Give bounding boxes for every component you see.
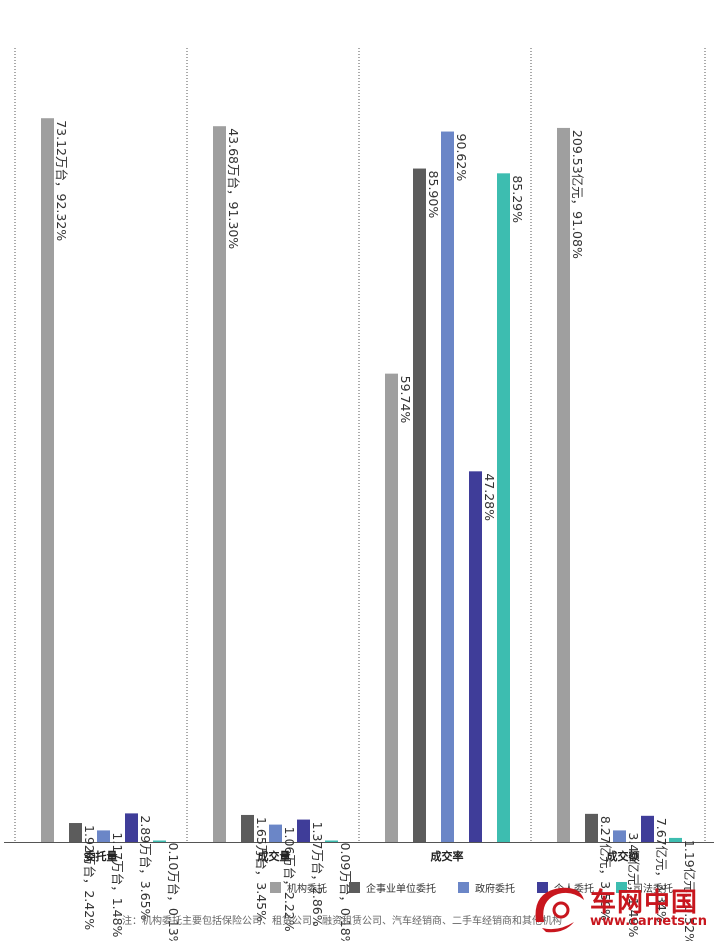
legend-item: 机构委托 (270, 880, 327, 895)
bar-2-3 (469, 471, 482, 842)
data-label-0-4: 0.10万台，0.13% (166, 843, 181, 941)
bar-0-4 (153, 840, 166, 842)
data-label-3-4: 1.19亿元，0.52% (682, 840, 697, 941)
bar-1-3 (297, 819, 310, 842)
carnets-logo-icon (535, 887, 584, 933)
category-label-1: 成交量 (257, 850, 291, 863)
bar-0-3 (125, 813, 138, 842)
data-label-2-2: 90.62% (454, 134, 469, 182)
category-label-3: 成交额 (606, 850, 640, 863)
data-label-2-0: 59.74% (398, 376, 413, 424)
bar-0-1 (69, 823, 82, 842)
watermark: 车网中国 www.carnets.cn (528, 880, 718, 936)
bar-3-2 (613, 830, 626, 842)
watermark-name: 车网中国 (590, 888, 699, 918)
data-label-3-2: 3.40亿元，1.48% (626, 832, 641, 937)
data-label-1-3: 1.37万台，2.86% (310, 822, 325, 927)
bar-0-2 (97, 830, 110, 842)
data-label-1-1: 1.65万台，3.45% (254, 817, 269, 922)
bar-3-3 (641, 815, 654, 842)
legend-item: 政府委托 (458, 880, 515, 895)
bar-3-1 (585, 813, 598, 842)
data-label-3-3: 7.67亿元，3.34% (654, 818, 669, 923)
legend-item: 企事业单位委托 (349, 880, 436, 895)
legend-label: 企事业单位委托 (366, 884, 436, 895)
watermark-url: www.carnets.cn (590, 914, 707, 929)
bar-3-4 (669, 837, 682, 842)
data-label-1-2: 1.06万台，2.22% (282, 827, 297, 932)
legend-item: 司法委托 (616, 880, 673, 895)
legend-swatch (616, 882, 627, 893)
legend-label: 司法委托 (633, 884, 673, 895)
data-label-1-0: 43.68万台，91.30% (226, 128, 241, 249)
bar-1-1 (241, 814, 254, 842)
bar-1-4 (325, 840, 338, 842)
data-label-2-3: 47.28% (482, 473, 497, 521)
data-label-0-1: 1.92万台，2.42% (82, 825, 97, 930)
bar-1-0 (213, 126, 226, 842)
legend-swatch (270, 882, 281, 893)
legend-swatch (537, 882, 548, 893)
bar-2-0 (385, 373, 398, 842)
bar-2-4 (497, 173, 510, 842)
bar-0-0 (41, 118, 54, 843)
category-label-2: 成交率 (430, 850, 464, 863)
data-label-3-0: 209.53亿元，91.08% (570, 130, 585, 259)
legend-swatch (458, 882, 469, 893)
bar-2-2 (441, 131, 454, 843)
data-label-1-4: 0.09万台，0.18% (338, 843, 353, 941)
bar-3-0 (557, 127, 570, 842)
legend-swatch (349, 882, 360, 893)
data-label-0-0: 73.12万台，92.32% (54, 120, 69, 241)
bar-1-2 (269, 824, 282, 842)
data-label-3-1: 8.27亿元，3.59% (598, 816, 613, 921)
legend-label: 政府委托 (475, 884, 515, 895)
legend-label: 机构委托 (287, 884, 327, 895)
data-label-2-1: 85.90% (426, 171, 441, 219)
data-label-2-4: 85.29% (510, 175, 525, 223)
footnote: 注：机构委托主要包括保险公司、租赁公司、融资租赁公司、汽车经销商、二手车经销商和… (122, 916, 562, 927)
bar-2-1 (413, 168, 426, 842)
data-label-0-3: 2.89万台，3.65% (138, 815, 153, 920)
data-label-0-2: 1.17万台，1.48% (110, 832, 125, 937)
category-label-0: 委托量 (84, 850, 118, 863)
